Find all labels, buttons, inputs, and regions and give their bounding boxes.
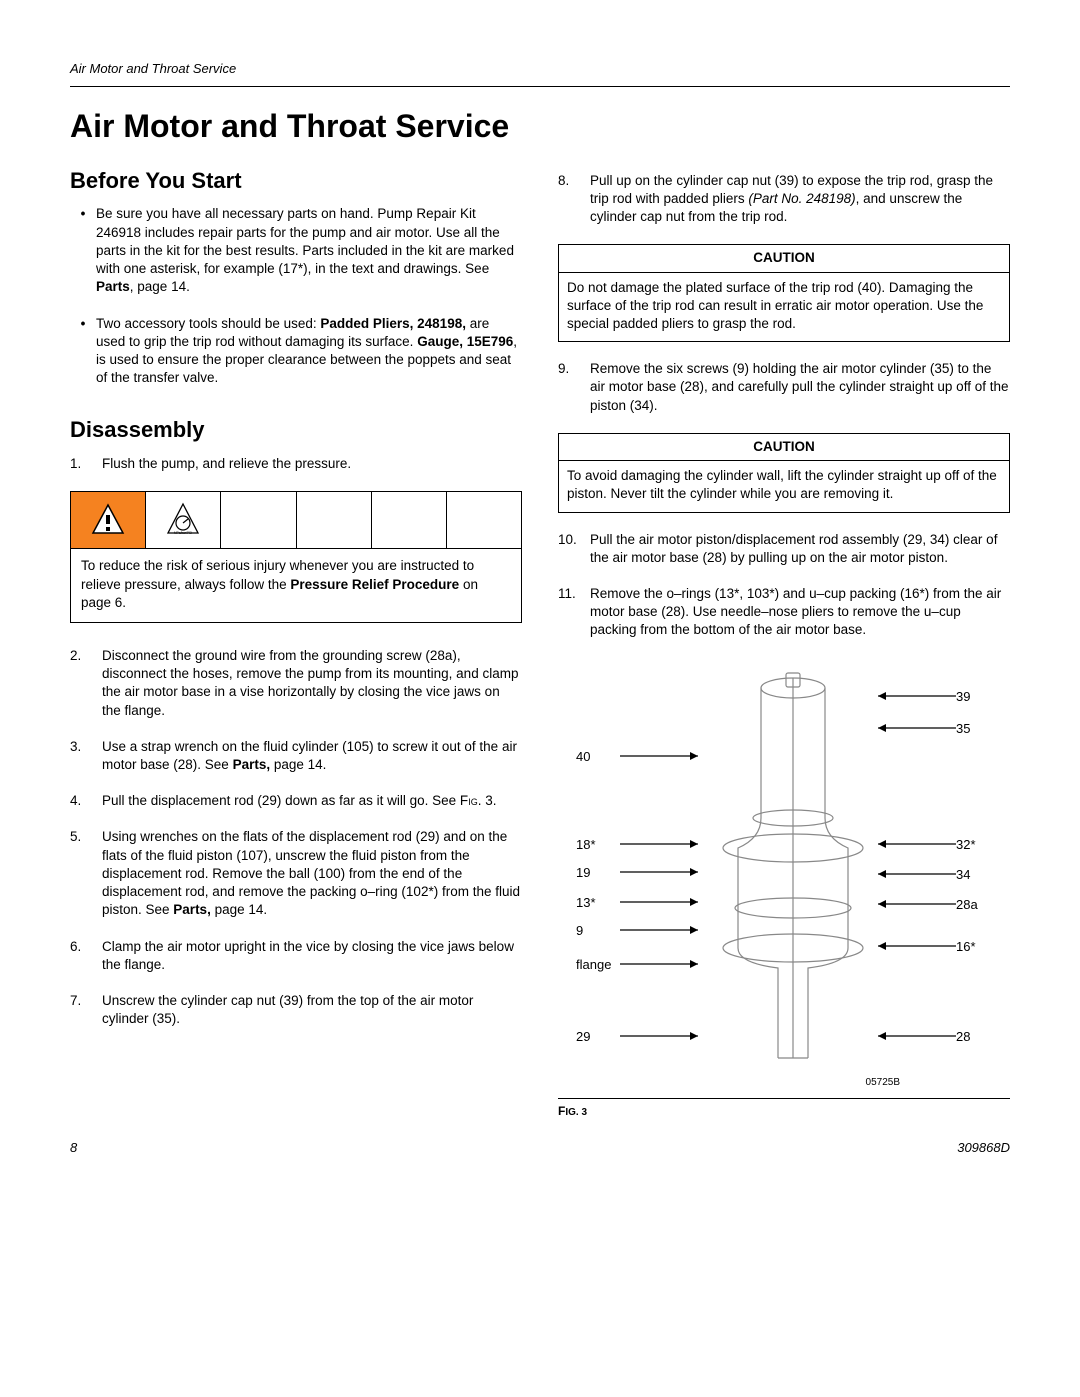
callout-label: 39 (956, 688, 970, 706)
warn-spare-4 (447, 492, 521, 548)
warning-box: MPa/bar/PSI To reduce the risk of seriou… (70, 491, 522, 623)
callout-arrow-icon (866, 686, 956, 706)
warn-spare-3 (372, 492, 447, 548)
step-2: Disconnect the ground wire from the grou… (102, 647, 522, 720)
callout-label: 9 (576, 922, 583, 940)
callout-label: 34 (956, 866, 970, 884)
step-number: 8. (558, 172, 590, 227)
step-7: Unscrew the cylinder cap nut (39) from t… (102, 992, 522, 1028)
figure-3: 05725B 40 18* 19 13* 9 flange 29 39 35 32* 34 28a 16… (558, 658, 1010, 1099)
warning-triangle-icon (71, 492, 146, 548)
step-number: 9. (558, 360, 590, 415)
bullet-2: Two accessory tools should be used: Padd… (96, 315, 522, 388)
callout-label: 28a (956, 896, 978, 914)
callout-label: 29 (576, 1028, 590, 1046)
right-column: 8.Pull up on the cylinder cap nut (39) t… (558, 166, 1010, 1119)
steps-10-11: 10.Pull the air motor piston/displacemen… (558, 531, 1010, 640)
running-head: Air Motor and Throat Service (70, 60, 1010, 78)
caution-1-title: CAUTION (559, 245, 1009, 267)
step-6: Clamp the air motor upright in the vice … (102, 938, 522, 974)
callout-label: 40 (576, 748, 590, 766)
step-number: 6. (70, 938, 102, 974)
svg-text:MPa/bar/PSI: MPa/bar/PSI (174, 531, 192, 535)
figure-caption: FIG. 3 (558, 1103, 1010, 1120)
document-code: 309868D (957, 1139, 1010, 1157)
before-you-start-heading: Before You Start (70, 166, 522, 196)
caution-2-title: CAUTION (559, 434, 1009, 456)
warn-spare-2 (297, 492, 372, 548)
callout-arrow-icon (620, 1026, 710, 1046)
step-8: Pull up on the cylinder cap nut (39) to … (590, 172, 1010, 227)
figure-image-code: 05725B (866, 1076, 900, 1090)
header-rule (70, 86, 1010, 87)
step-number: 10. (558, 531, 590, 567)
disassembly-steps: 1. Flush the pump, and relieve the press… (70, 455, 522, 473)
disassembly-heading: Disassembly (70, 415, 522, 445)
step-number: 3. (70, 738, 102, 774)
page-number: 8 (70, 1139, 77, 1157)
step-9: Remove the six screws (9) holding the ai… (590, 360, 1010, 415)
step-number: 1. (70, 455, 102, 473)
step-4: Pull the displacement rod (29) down as f… (102, 792, 522, 810)
before-bullets: Be sure you have all necessary parts on … (70, 205, 522, 387)
callout-label: 18* (576, 836, 596, 854)
step-number: 5. (70, 828, 102, 919)
steps-8-11: 8.Pull up on the cylinder cap nut (39) t… (558, 172, 1010, 227)
callout-label: 13* (576, 894, 596, 912)
step-11: Remove the o–rings (13*, 103*) and u–cup… (590, 585, 1010, 640)
step-9-list: 9.Remove the six screws (9) holding the … (558, 360, 1010, 415)
callout-label: 35 (956, 720, 970, 738)
caution-2-body: To avoid damaging the cylinder wall, lif… (559, 461, 1009, 511)
left-column: Before You Start Be sure you have all ne… (70, 166, 522, 1119)
warn-spare-1 (221, 492, 296, 548)
steps-2-7: 2.Disconnect the ground wire from the gr… (70, 647, 522, 1029)
warning-text: To reduce the risk of serious injury whe… (71, 549, 521, 622)
step-number: 7. (70, 992, 102, 1028)
step-3: Use a strap wrench on the fluid cylinder… (102, 738, 522, 774)
callout-arrow-icon (866, 864, 956, 884)
step-5: Using wrenches on the flats of the displ… (102, 828, 522, 919)
callout-label: 19 (576, 864, 590, 882)
callout-arrow-icon (620, 920, 710, 940)
bullet-1: Be sure you have all necessary parts on … (96, 205, 522, 296)
two-column-layout: Before You Start Be sure you have all ne… (70, 166, 1010, 1119)
callout-label: 28 (956, 1028, 970, 1046)
step-number: 2. (70, 647, 102, 720)
callout-arrow-icon (620, 892, 710, 912)
callout-label: flange (576, 956, 611, 974)
callout-label: 32* (956, 836, 976, 854)
caution-box-1: CAUTION Do not damage the plated surface… (558, 244, 1010, 342)
callout-arrow-icon (866, 718, 956, 738)
callout-arrow-icon (620, 954, 710, 974)
pressure-gauge-icon: MPa/bar/PSI (146, 492, 221, 548)
callout-arrow-icon (620, 746, 710, 766)
callout-arrow-icon (866, 894, 956, 914)
callout-arrow-icon (866, 834, 956, 854)
step-1: Flush the pump, and relieve the pressure… (102, 455, 522, 473)
callout-arrow-icon (620, 834, 710, 854)
step-number: 4. (70, 792, 102, 810)
warning-icon-row: MPa/bar/PSI (71, 492, 521, 549)
page-title: Air Motor and Throat Service (70, 105, 1010, 148)
caution-box-2: CAUTION To avoid damaging the cylinder w… (558, 433, 1010, 513)
caution-1-body: Do not damage the plated surface of the … (559, 273, 1009, 342)
callout-label: 16* (956, 938, 976, 956)
page-footer: 8 309868D (70, 1139, 1010, 1157)
callout-arrow-icon (620, 862, 710, 882)
callout-arrow-icon (866, 1026, 956, 1046)
step-number: 11. (558, 585, 590, 640)
callout-arrow-icon (866, 936, 956, 956)
step-10: Pull the air motor piston/displacement r… (590, 531, 1010, 567)
